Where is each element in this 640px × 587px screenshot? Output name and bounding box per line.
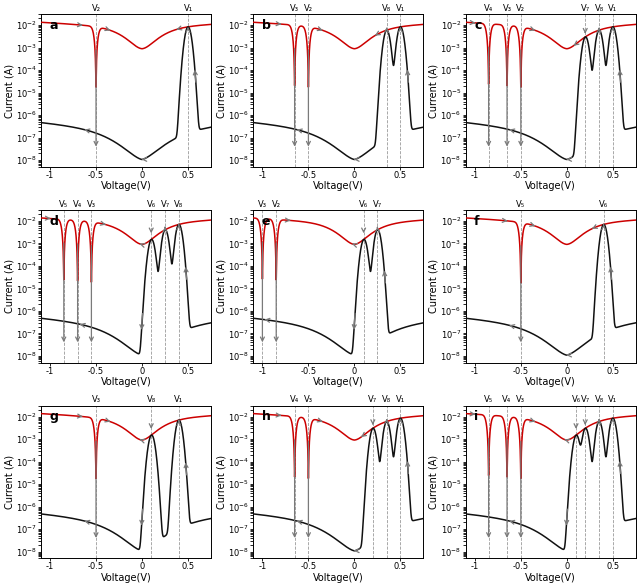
Y-axis label: Current (A): Current (A) [429, 259, 439, 313]
Text: V₃: V₃ [290, 4, 299, 13]
Text: V₄: V₄ [502, 395, 511, 404]
X-axis label: Voltage(V): Voltage(V) [100, 181, 151, 191]
Text: b: b [262, 19, 271, 32]
Text: V₇: V₇ [580, 4, 590, 13]
X-axis label: Voltage(V): Voltage(V) [313, 377, 364, 387]
Text: V₅: V₅ [484, 395, 493, 404]
Text: V₅: V₅ [516, 200, 525, 208]
Y-axis label: Current (A): Current (A) [4, 63, 14, 118]
X-axis label: Voltage(V): Voltage(V) [100, 573, 151, 583]
Text: V₅: V₅ [60, 200, 68, 208]
Text: V₂: V₂ [272, 200, 281, 208]
X-axis label: Voltage(V): Voltage(V) [100, 377, 151, 387]
Text: V₆: V₆ [599, 200, 608, 208]
Y-axis label: Current (A): Current (A) [216, 63, 227, 118]
Text: V₁: V₁ [184, 4, 193, 13]
Text: V₄: V₄ [73, 200, 82, 208]
Y-axis label: Current (A): Current (A) [4, 259, 14, 313]
Y-axis label: Current (A): Current (A) [429, 63, 439, 118]
Text: V₇: V₇ [161, 200, 170, 208]
Text: V₈: V₈ [147, 395, 156, 404]
Text: V₁: V₁ [396, 395, 405, 404]
Text: f: f [474, 215, 479, 228]
X-axis label: Voltage(V): Voltage(V) [525, 181, 576, 191]
Text: V₆: V₆ [147, 200, 156, 208]
Y-axis label: Current (A): Current (A) [216, 259, 227, 313]
Text: V₃: V₃ [87, 200, 96, 208]
Text: V₆: V₆ [572, 395, 580, 404]
Text: V₈: V₈ [595, 395, 604, 404]
Text: V₃: V₃ [258, 200, 267, 208]
Text: V₇: V₇ [580, 395, 590, 404]
Text: V₃: V₃ [502, 4, 511, 13]
Y-axis label: Current (A): Current (A) [429, 455, 439, 509]
Text: V₄: V₄ [484, 4, 493, 13]
Text: V₂: V₂ [516, 4, 525, 13]
Text: V₃: V₃ [92, 395, 100, 404]
Text: V₇: V₇ [368, 395, 378, 404]
Text: d: d [49, 215, 58, 228]
Text: V₂: V₂ [304, 4, 313, 13]
Text: V₈: V₈ [595, 4, 604, 13]
X-axis label: Voltage(V): Voltage(V) [525, 377, 576, 387]
Text: V₈: V₈ [382, 395, 391, 404]
Text: e: e [262, 215, 270, 228]
Text: V₁: V₁ [396, 4, 405, 13]
Text: h: h [262, 410, 271, 423]
X-axis label: Voltage(V): Voltage(V) [313, 181, 364, 191]
Text: i: i [474, 410, 478, 423]
Text: V₁: V₁ [608, 395, 618, 404]
Text: V₈: V₈ [382, 4, 391, 13]
Text: V₈: V₈ [174, 200, 184, 208]
Text: g: g [49, 410, 58, 423]
Text: V₁: V₁ [608, 4, 618, 13]
Text: c: c [474, 19, 481, 32]
Text: V₃: V₃ [304, 395, 313, 404]
X-axis label: Voltage(V): Voltage(V) [525, 573, 576, 583]
Text: V₄: V₄ [290, 395, 300, 404]
Y-axis label: Current (A): Current (A) [4, 455, 14, 509]
Y-axis label: Current (A): Current (A) [216, 455, 227, 509]
X-axis label: Voltage(V): Voltage(V) [313, 573, 364, 583]
Text: a: a [49, 19, 58, 32]
Text: V₁: V₁ [174, 395, 184, 404]
Text: V₇: V₇ [373, 200, 382, 208]
Text: V₃: V₃ [516, 395, 525, 404]
Text: V₆: V₆ [359, 200, 368, 208]
Text: V₂: V₂ [92, 4, 100, 13]
